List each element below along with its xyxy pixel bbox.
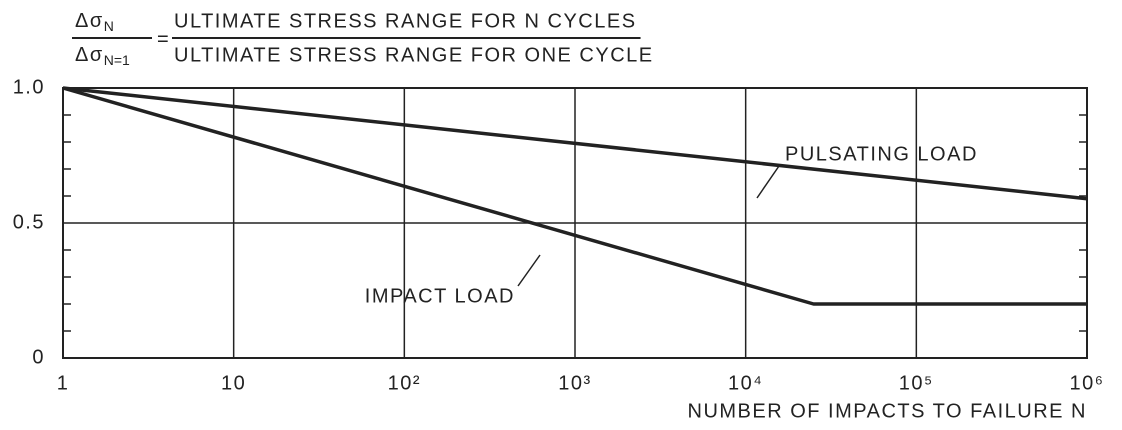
formula-lhs-bottom: ΔσN=1 (75, 44, 130, 67)
formula-lhs-top: ΔσN (75, 10, 114, 33)
x-tick-label: 10³ (558, 372, 591, 394)
formula-rhs-bottom: ULTIMATE STRESS RANGE FOR ONE CYCLE (174, 44, 654, 66)
x-axis-label: NUMBER OF IMPACTS TO FAILURE N (688, 400, 1088, 422)
x-tick-label: 1 (57, 372, 70, 394)
leader-line (756, 165, 780, 199)
x-tick-label: 10⁶ (1070, 372, 1105, 394)
series-line (62, 86, 1087, 306)
formula-rhs-top: ULTIMATE STRESS RANGE FOR N CYCLES (174, 10, 637, 32)
x-tick-label: 10² (388, 372, 421, 394)
x-tick-label: 10⁵ (899, 372, 934, 394)
series-label: PULSATING LOAD (785, 143, 978, 165)
series-line (62, 86, 1088, 201)
series-label: IMPACT LOAD (365, 285, 515, 307)
formula-equals: = (157, 28, 170, 50)
leader-line (517, 254, 541, 287)
y-tick-label: 0 (32, 346, 45, 368)
x-tick-label: 10⁴ (728, 372, 763, 394)
y-tick-label: 0.5 (13, 211, 45, 233)
x-tick-label: 10 (221, 372, 246, 394)
y-tick-label: 1.0 (13, 76, 45, 98)
